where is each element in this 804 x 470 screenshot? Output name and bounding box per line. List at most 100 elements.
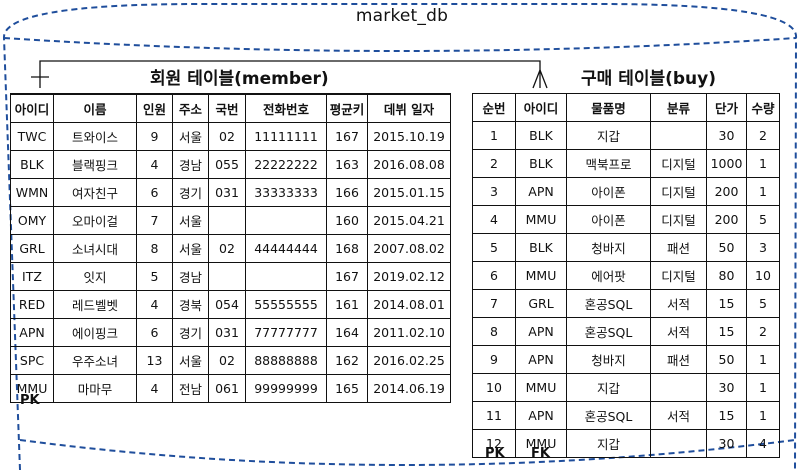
buy-table-row: 8 APN 혼공SQL 서적 15 2 bbox=[472, 317, 780, 346]
buy-cell: APN bbox=[515, 401, 567, 430]
member-cell: 02 bbox=[208, 346, 246, 375]
buy-cell bbox=[650, 121, 707, 150]
buy-cell: 디지털 bbox=[650, 261, 707, 290]
buy-cell: BLK bbox=[515, 233, 567, 262]
buy-table-row: 9 APN 청바지 패션 50 1 bbox=[472, 345, 780, 374]
buy-table-row: 3 APN 아이폰 디지털 200 1 bbox=[472, 177, 780, 206]
member-cell: 경북 bbox=[172, 290, 209, 319]
member-cell: 2016.08.08 bbox=[367, 150, 451, 179]
buy-cell: 7 bbox=[472, 289, 516, 318]
buy-cell: 1000 bbox=[706, 149, 747, 178]
buy-cell: 1 bbox=[746, 345, 780, 374]
database-name: market_db bbox=[355, 6, 449, 26]
member-cell: 서울 bbox=[172, 122, 209, 151]
buy-cell: 1 bbox=[746, 149, 780, 178]
buy-cell: 50 bbox=[706, 233, 747, 262]
member-cell: 우주소녀 bbox=[53, 346, 137, 375]
member-cell: 9 bbox=[136, 122, 173, 151]
member-cell: 22222222 bbox=[245, 150, 327, 179]
buy-column-header: 단가 bbox=[706, 93, 747, 122]
member-cell: 061 bbox=[208, 374, 246, 403]
member-cell: 에이핑크 bbox=[53, 318, 137, 347]
many-marker bbox=[532, 68, 548, 89]
buy-cell: 청바지 bbox=[566, 233, 651, 262]
buy-cell: 1 bbox=[472, 121, 516, 150]
member-cell: 5 bbox=[136, 262, 173, 291]
buy-cell: 서적 bbox=[650, 317, 707, 346]
member-cell: 166 bbox=[326, 178, 368, 207]
member-column-header: 전화번호 bbox=[245, 93, 327, 123]
member-cell bbox=[245, 262, 327, 291]
member-body: TWC 트와이스 9 서울 02 11111111 167 2015.10.19 BLK 블랙핑크… bbox=[10, 122, 451, 403]
member-cell: WMN bbox=[10, 178, 54, 207]
member-table-row: SPC 우주소녀 13 서울 02 88888888 162 2016.02.25 bbox=[10, 346, 451, 375]
buy-cell bbox=[650, 429, 707, 458]
buy-cell: 200 bbox=[706, 177, 747, 206]
member-cell: 트와이스 bbox=[53, 122, 137, 151]
member-cell: 2014.06.19 bbox=[367, 374, 451, 403]
buy-cell: 1 bbox=[746, 373, 780, 402]
buy-cell bbox=[650, 373, 707, 402]
member-cell: 잇지 bbox=[53, 262, 137, 291]
buy-table: 순번 아이디 물품명 분류 단가 수량 1 BLK 지갑 30 2 2 BLK 맥북프로 디지털 1000 1… bbox=[472, 93, 780, 458]
buy-pk-label: PK bbox=[485, 446, 505, 461]
member-cell: 서울 bbox=[172, 234, 209, 263]
buy-header-row: 순번 아이디 물품명 분류 단가 수량 bbox=[472, 93, 780, 122]
member-cell: 2011.02.10 bbox=[367, 318, 451, 347]
buy-cell: 혼공SQL bbox=[566, 289, 651, 318]
member-cell: 6 bbox=[136, 178, 173, 207]
member-table: 아이디 이름 인원 주소 국번 전화번호 평균키 데뷔 일자 TWC 트와이스 9 서울 02 1111… bbox=[10, 93, 451, 403]
buy-cell: 5 bbox=[472, 233, 516, 262]
buy-cell: 5 bbox=[746, 205, 780, 234]
member-column-header: 국번 bbox=[208, 93, 246, 123]
member-cell: 7 bbox=[136, 206, 173, 235]
buy-cell: 3 bbox=[472, 177, 516, 206]
buy-cell: 12 bbox=[472, 429, 516, 458]
buy-table-row: 2 BLK 맥북프로 디지털 1000 1 bbox=[472, 149, 780, 178]
member-cell bbox=[208, 262, 246, 291]
member-column-header: 데뷔 일자 bbox=[367, 93, 451, 123]
member-cell: 8 bbox=[136, 234, 173, 263]
member-table-row: RED 레드벨벳 4 경북 054 55555555 161 2014.08.01 bbox=[10, 290, 451, 319]
member-column-header: 아이디 bbox=[10, 93, 54, 123]
member-cell: 13 bbox=[136, 346, 173, 375]
member-cell: RED bbox=[10, 290, 54, 319]
buy-cell: BLK bbox=[515, 149, 567, 178]
member-cell: 오마이걸 bbox=[53, 206, 137, 235]
member-cell: 33333333 bbox=[245, 178, 327, 207]
buy-fk-label: FK bbox=[531, 446, 550, 461]
buy-table-row: 5 BLK 청바지 패션 50 3 bbox=[472, 233, 780, 262]
buy-cell: 혼공SQL bbox=[566, 317, 651, 346]
buy-cell: MMU bbox=[515, 205, 567, 234]
member-column-header: 주소 bbox=[172, 93, 209, 123]
member-column-header: 인원 bbox=[136, 93, 173, 123]
member-cell: SPC bbox=[10, 346, 54, 375]
member-table-title: 회원 테이블(member) bbox=[150, 69, 329, 89]
member-cell: 167 bbox=[326, 122, 368, 151]
buy-body: 1 BLK 지갑 30 2 2 BLK 맥북프로 디지털 1000 1 3 APN 아이폰 디지털 200 1 4… bbox=[472, 121, 780, 458]
member-column-header: 평균키 bbox=[326, 93, 368, 123]
buy-cell: 15 bbox=[706, 401, 747, 430]
buy-cell: 2 bbox=[472, 149, 516, 178]
member-header-row: 아이디 이름 인원 주소 국번 전화번호 평균키 데뷔 일자 bbox=[10, 93, 451, 123]
member-cell bbox=[208, 206, 246, 235]
member-cell: 77777777 bbox=[245, 318, 327, 347]
member-cell: 서울 bbox=[172, 346, 209, 375]
buy-cell: MMU bbox=[515, 373, 567, 402]
member-cell: 031 bbox=[208, 318, 246, 347]
member-cell: 163 bbox=[326, 150, 368, 179]
member-cell: 55555555 bbox=[245, 290, 327, 319]
buy-table-row: 7 GRL 혼공SQL 서적 15 5 bbox=[472, 289, 780, 318]
buy-cell: 6 bbox=[472, 261, 516, 290]
member-table-row: OMY 오마이걸 7 서울 160 2015.04.21 bbox=[10, 206, 451, 235]
buy-cell: 15 bbox=[706, 289, 747, 318]
member-cell: 2007.08.02 bbox=[367, 234, 451, 263]
buy-cell: 30 bbox=[706, 121, 747, 150]
buy-cell: 80 bbox=[706, 261, 747, 290]
buy-cell: APN bbox=[515, 177, 567, 206]
buy-cell: 1 bbox=[746, 177, 780, 206]
member-cell: 168 bbox=[326, 234, 368, 263]
member-cell: 2019.02.12 bbox=[367, 262, 451, 291]
buy-cell: 맥북프로 bbox=[566, 149, 651, 178]
buy-table-row: 12 MMU 지갑 30 4 bbox=[472, 429, 780, 458]
